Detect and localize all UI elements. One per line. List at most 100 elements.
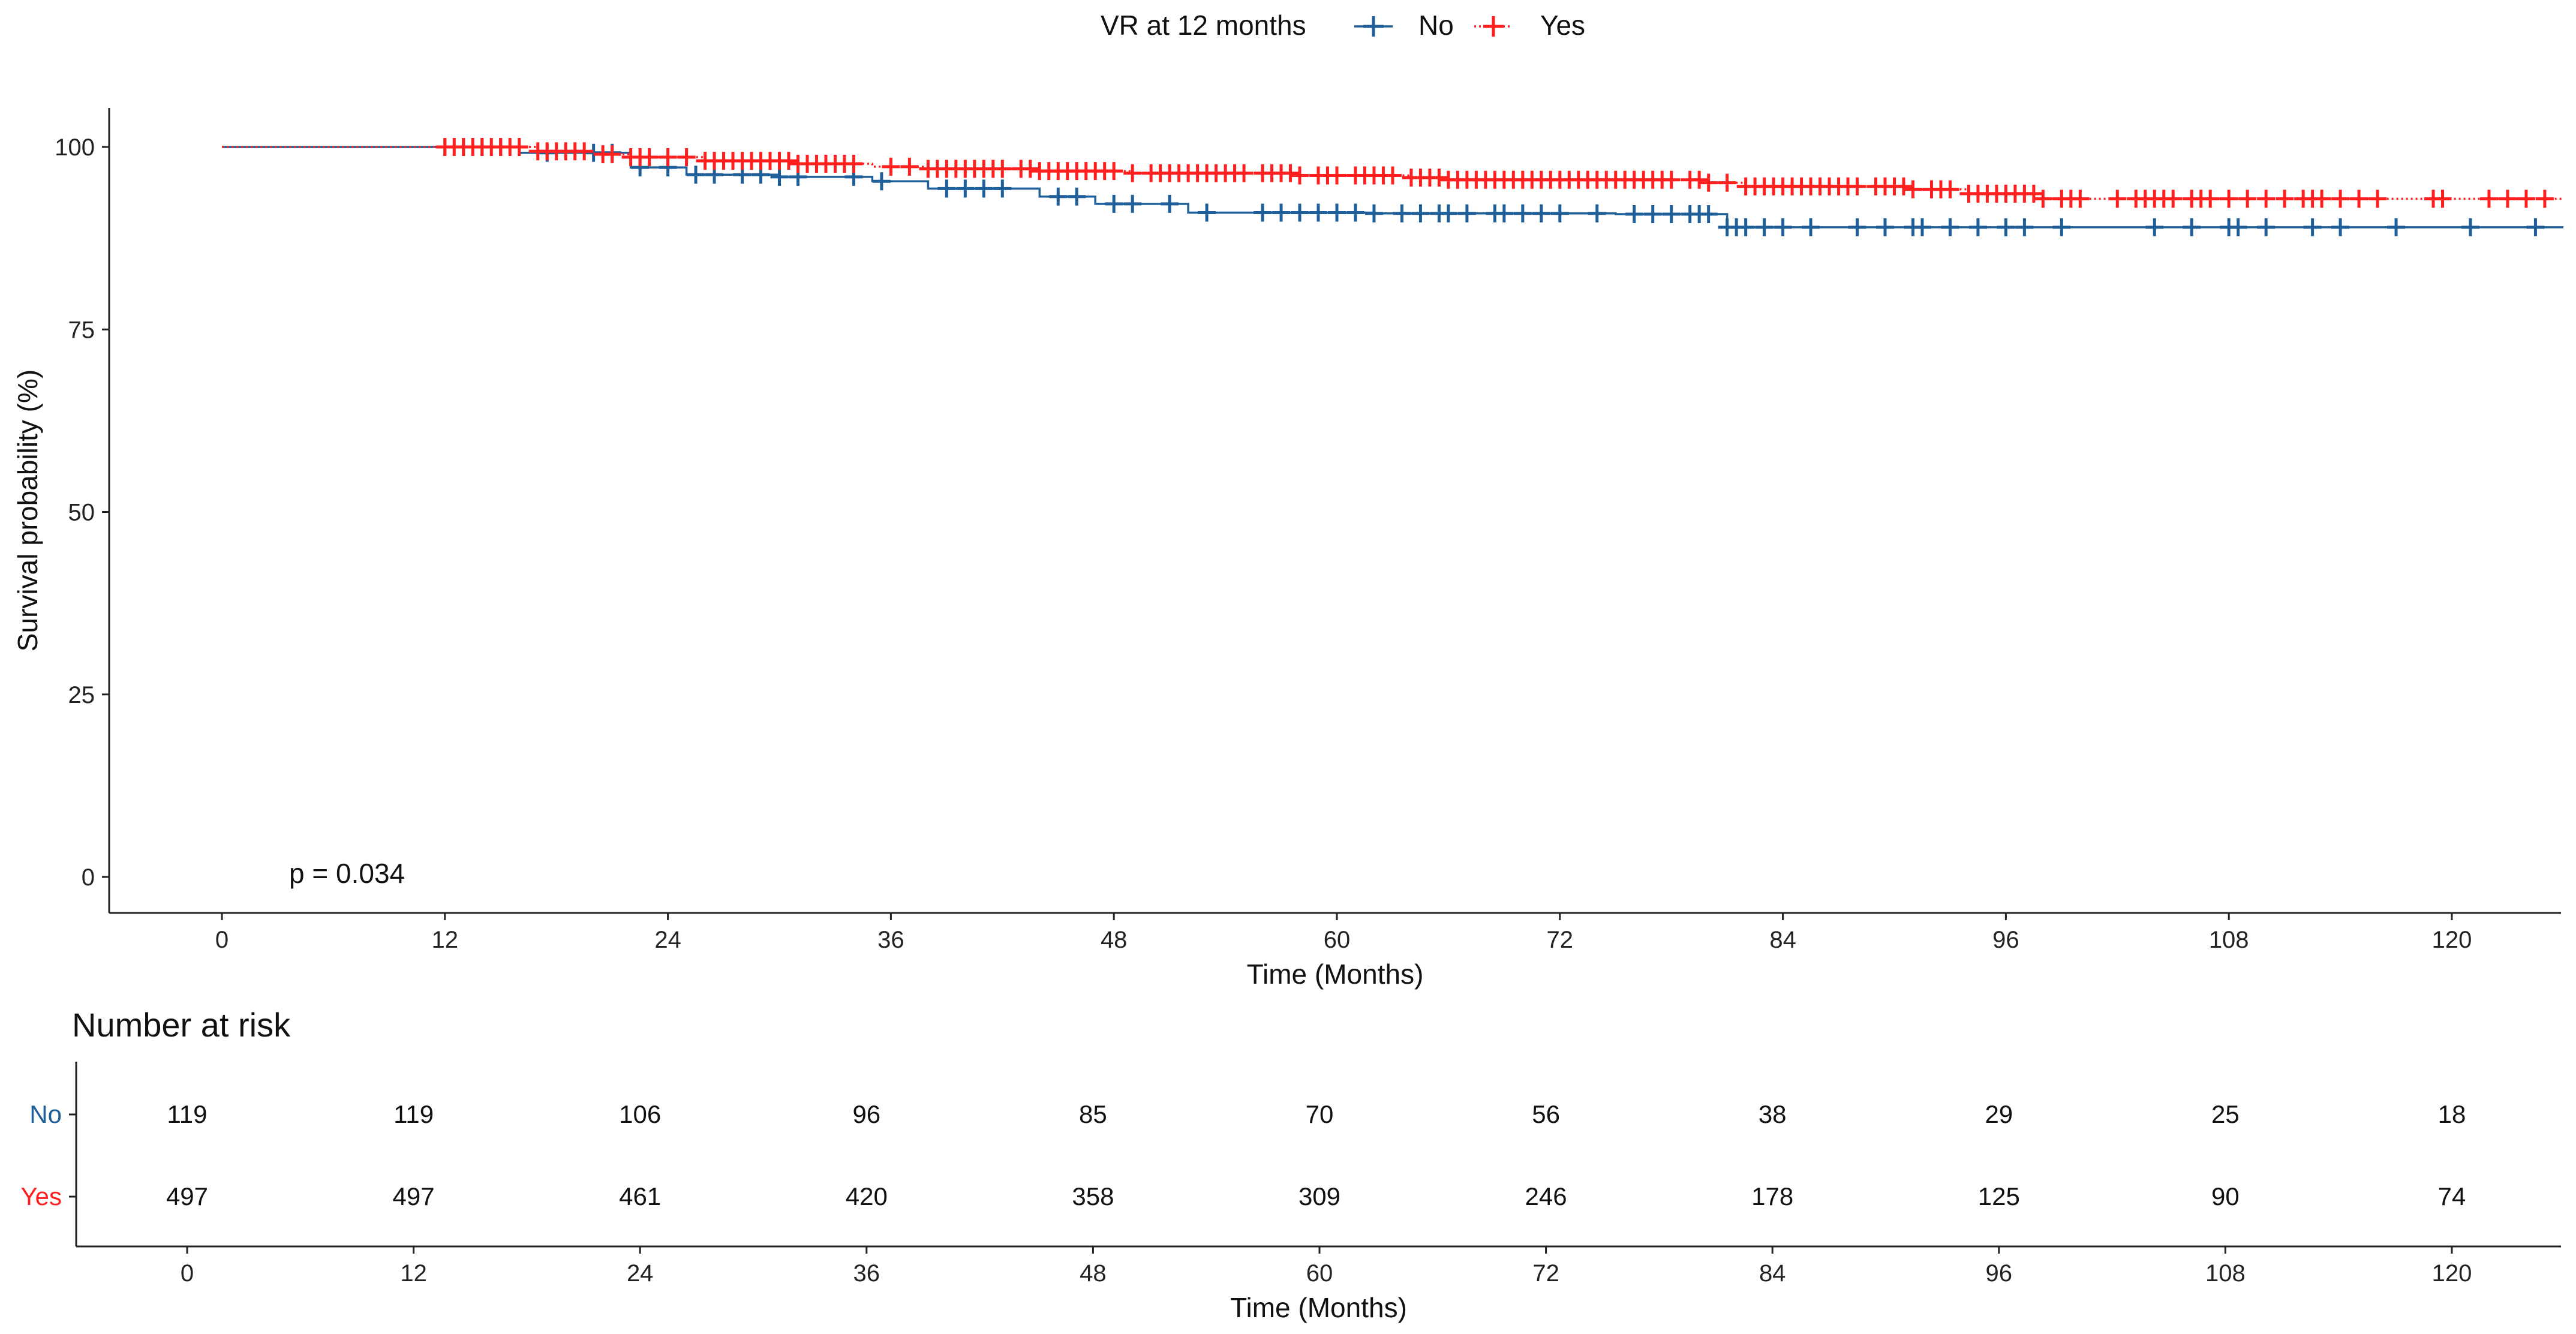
x-tick-label: 84	[1769, 927, 1796, 953]
censor-mark	[2433, 190, 2452, 208]
censor-mark	[975, 179, 993, 198]
risk-count-cell: 497	[393, 1182, 435, 1210]
censor-mark	[2387, 218, 2406, 236]
x-tick-label: 12	[432, 927, 459, 953]
censor-mark	[1802, 218, 1820, 236]
censor-mark	[1328, 203, 1346, 222]
risk-count-cell: 178	[1751, 1182, 1793, 1210]
risk-count-cell: 25	[2211, 1100, 2240, 1128]
censor-mark	[1328, 166, 1346, 185]
risk-x-tick-label: 96	[1986, 1260, 2013, 1287]
censor-mark	[1736, 218, 1755, 236]
censor-mark	[1699, 173, 1718, 192]
censor-mark	[2526, 218, 2545, 236]
risk-x-tick-label: 0	[181, 1260, 194, 1287]
censor-mark	[2145, 218, 2164, 236]
risk-count-cell: 309	[1298, 1182, 1340, 1210]
x-axis-label: Time (Months)	[1247, 959, 1424, 990]
risk-row-label-no: No	[29, 1100, 62, 1128]
y-tick-label: 50	[68, 500, 95, 526]
risk-count-cell: 246	[1525, 1182, 1567, 1210]
risk-count-cell: 74	[2438, 1182, 2466, 1210]
survival-curve-no	[222, 146, 2563, 229]
censor-mark	[2201, 190, 2220, 208]
risk-x-tick-label: 48	[1080, 1260, 1107, 1287]
censor-mark	[2535, 190, 2554, 208]
x-tick-label: 0	[215, 927, 229, 953]
x-tick-label: 48	[1101, 927, 1128, 953]
y-axis-label: Survival probability (%)	[12, 369, 43, 651]
legend-label-no: No	[1418, 10, 1454, 41]
censor-mark	[1123, 194, 1142, 213]
censor-mark	[2498, 190, 2517, 208]
censor-mark	[1105, 162, 1123, 181]
y-tick-label: 75	[68, 317, 95, 343]
risk-count-cell: 420	[846, 1182, 888, 1210]
censor-mark	[510, 138, 528, 156]
censor-mark	[1457, 204, 1476, 223]
censor-mark	[1123, 164, 1142, 182]
censor-mark	[1550, 204, 1569, 223]
survival-plot: 0 25 50 75 100 0 12 24 36 48 60 72 84 96 108 120 Time (M…	[12, 108, 2563, 990]
risk-count-cell: 96	[852, 1100, 880, 1128]
censor-mark	[1411, 204, 1430, 223]
censor-mark	[1774, 218, 1792, 236]
risk-count-cell: 461	[619, 1182, 661, 1210]
legend-title: VR at 12 months	[1101, 10, 1306, 41]
censor-mark	[2229, 218, 2247, 236]
censor-mark	[882, 157, 900, 176]
censor-mark	[1904, 180, 1922, 199]
censor-mark	[2015, 218, 2034, 236]
censor-mark	[844, 154, 863, 173]
censor-mark	[1439, 204, 1457, 223]
series-yes	[222, 138, 2563, 208]
risk-x-tick-label: 60	[1306, 1260, 1333, 1287]
censor-mark	[1291, 166, 1309, 185]
censor-mark	[2164, 190, 2183, 208]
censor-mark	[1495, 204, 1513, 223]
x-tick-label: 60	[1324, 927, 1351, 953]
risk-x-tick-label: 108	[2205, 1260, 2246, 1287]
censor-mark	[575, 142, 594, 161]
censor-mark	[993, 160, 1012, 178]
risk-count-cell: 497	[166, 1182, 208, 1210]
y-tick-label: 0	[82, 864, 95, 891]
censor-mark	[1430, 169, 1448, 187]
risk-count-cell: 29	[1985, 1100, 2013, 1128]
y-tick-label: 25	[68, 682, 95, 708]
censor-mark	[1755, 218, 1774, 236]
censor-mark	[2071, 190, 2090, 208]
censor-mark	[1894, 177, 1913, 196]
censor-mark	[1021, 160, 1039, 178]
censor-mark	[1941, 218, 1959, 236]
censor-mark	[2257, 190, 2276, 208]
censor-mark	[956, 179, 975, 198]
censor-mark	[1272, 203, 1291, 222]
censor-mark	[2238, 190, 2257, 208]
x-tick-label: 72	[1547, 927, 1574, 953]
legend-label-yes: Yes	[1540, 10, 1585, 41]
risk-count-cell: 119	[167, 1100, 208, 1128]
censor-mark	[2220, 190, 2238, 208]
censor-mark	[1364, 204, 1383, 223]
censor-mark	[1235, 164, 1254, 182]
censor-mark	[1346, 203, 1364, 222]
censor-mark	[1254, 203, 1272, 222]
censor-mark	[1049, 187, 1068, 206]
censor-mark	[2350, 190, 2368, 208]
censor-mark	[2034, 190, 2052, 208]
x-tick-label: 24	[654, 927, 681, 953]
risk-x-tick-label: 72	[1532, 1260, 1559, 1287]
censor-mark	[1393, 204, 1411, 223]
x-tick-label: 36	[877, 927, 904, 953]
risk-count-cell: 18	[2438, 1100, 2466, 1128]
censor-mark	[770, 167, 789, 186]
censor-mark	[1068, 187, 1086, 206]
censor-mark	[1643, 205, 1662, 223]
censor-mark	[2313, 190, 2331, 208]
risk-count-cell: 90	[2211, 1182, 2240, 1210]
risk-table: Number at risk No 119 119 106 96 85 70 56 38 29 25 1…	[20, 1006, 2561, 1323]
censor-mark	[2479, 190, 2498, 208]
censor-mark	[2108, 190, 2127, 208]
